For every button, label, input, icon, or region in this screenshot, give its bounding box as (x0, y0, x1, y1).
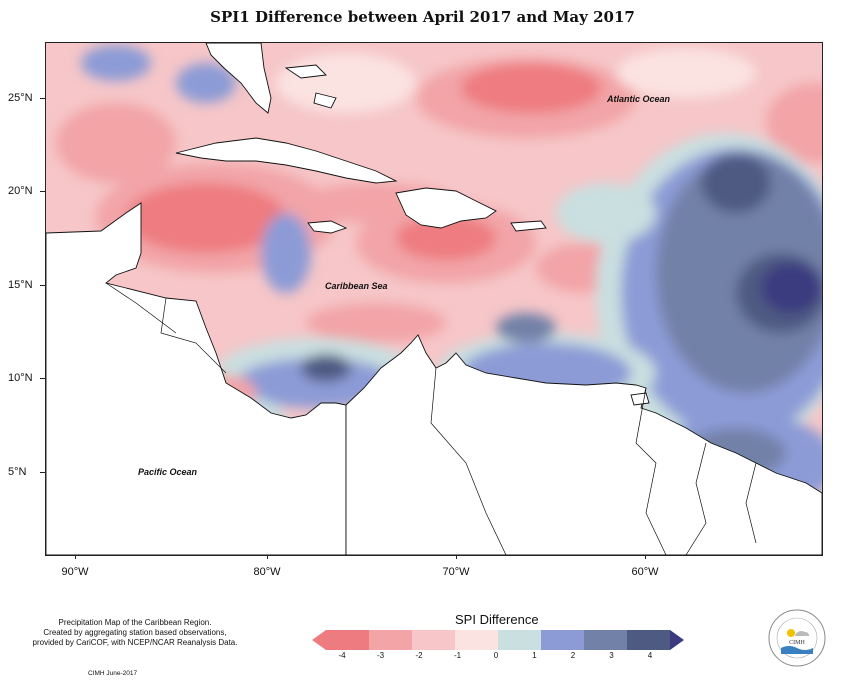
credits-line-1: Precipitation Map of the Caribbean Regio… (58, 618, 212, 627)
credits-line-3: provided by CariCOF, with NCEP/NCAR Rean… (32, 638, 238, 647)
legend-swatch-min-arrow (312, 630, 326, 650)
tick-5n (40, 472, 45, 473)
legend-tick-label: -3 (376, 651, 385, 660)
legend-tick-label: 1 (532, 651, 537, 660)
legend-swatch (326, 630, 370, 650)
jamaica-land (307, 220, 348, 234)
legend-tick-label: 3 (609, 651, 614, 660)
tick-25n (40, 98, 45, 99)
lon-label-90w: 90°W (61, 566, 89, 578)
legend-swatch (627, 630, 671, 650)
puerto-rico-land (510, 220, 547, 232)
credits-block: Precipitation Map of the Caribbean Regio… (20, 618, 250, 648)
bahamas-island (313, 92, 337, 109)
legend-swatch (412, 630, 456, 650)
tick-10n (40, 378, 45, 379)
tick-70w (456, 554, 457, 559)
tick-15n (40, 285, 45, 286)
legend-tick-label: -2 (415, 651, 423, 660)
legend-swatch (455, 630, 499, 650)
lat-label-10n: 10°N (8, 372, 33, 384)
legend-swatch (369, 630, 413, 650)
legend-title: SPI Difference (455, 612, 539, 627)
florida-land (205, 43, 272, 114)
lat-label-20n: 20°N (8, 185, 33, 197)
logo-text: CIMH (789, 640, 805, 646)
legend-tick-label: 2 (570, 651, 576, 660)
borders-layer (105, 282, 757, 555)
south-america-land (345, 334, 822, 555)
land-layer (46, 43, 822, 555)
map-svg (46, 43, 822, 555)
central-america-land (46, 202, 347, 555)
legend-tick-label: -4 (338, 651, 346, 660)
legend-tick-label: 4 (647, 651, 653, 660)
map-title: SPI1 Difference between April 2017 and M… (210, 8, 635, 26)
legend-swatch (541, 630, 585, 650)
lat-label-5n: 5°N (8, 466, 27, 478)
tick-60w (645, 554, 646, 559)
hispaniola-land (395, 187, 497, 229)
legend-swatch (584, 630, 628, 650)
atlantic-ocean-label: Atlantic Ocean (607, 94, 671, 104)
caribbean-sea-label: Caribbean Sea (325, 281, 388, 291)
legend-tick-label: -1 (453, 651, 462, 660)
lat-label-25n: 25°N (8, 92, 33, 104)
footer-text: CIMH June-2017 (88, 670, 138, 677)
tick-90w (75, 554, 76, 559)
lon-label-70w: 70°W (442, 566, 470, 578)
legend-tick-label: 0 (493, 651, 499, 660)
pacific-ocean-label: Pacific Ocean (138, 467, 198, 477)
cimh-logo: CIMH (768, 609, 826, 667)
lon-label-80w: 80°W (253, 566, 281, 578)
trinidad-land (630, 392, 650, 406)
lon-label-60w: 60°W (631, 566, 659, 578)
tick-20n (40, 191, 45, 192)
lat-label-15n: 15°N (8, 279, 33, 291)
legend-colorbar (312, 630, 684, 650)
legend-swatch (498, 630, 542, 650)
legend-swatch-max-arrow (670, 630, 684, 650)
bahamas-island (284, 64, 327, 79)
cuba-land (175, 137, 398, 184)
tick-80w (267, 554, 268, 559)
credits-line-2: Created by aggregating station based obs… (43, 628, 227, 637)
map-panel (45, 42, 823, 556)
